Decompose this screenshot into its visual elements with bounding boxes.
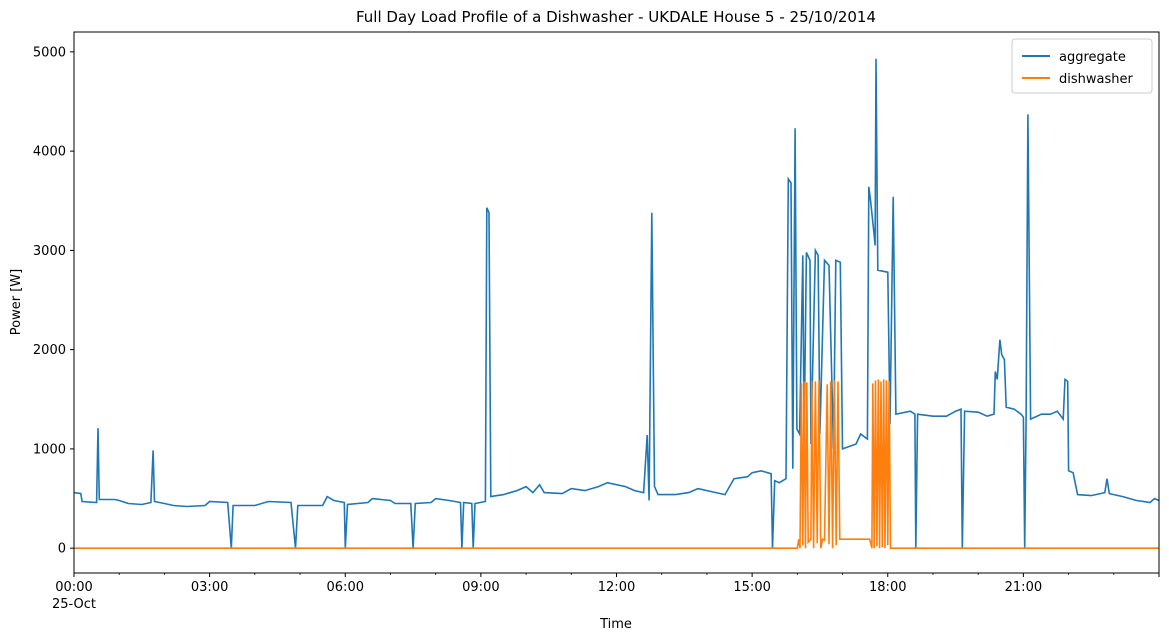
- x-tick-label: 21:00: [1005, 580, 1042, 595]
- y-axis: 0 1000 2000 3000 4000 5000: [33, 45, 74, 557]
- x-axis-label: Time: [599, 617, 632, 632]
- y-tick-label: 2000: [33, 343, 66, 358]
- series-layer: [74, 58, 1159, 549]
- y-tick-label: 4000: [33, 145, 66, 160]
- legend-label-aggregate: aggregate: [1059, 50, 1126, 65]
- y-tick-label: 1000: [33, 442, 66, 457]
- x-tick-label: 12:00: [598, 580, 635, 595]
- x-tick-label: 15:00: [733, 580, 770, 595]
- chart-title: Full Day Load Profile of a Dishwasher - …: [356, 8, 876, 26]
- y-axis-label: Power [W]: [9, 269, 24, 335]
- legend-box: [1011, 38, 1153, 94]
- x-tick-label: 09:00: [462, 580, 499, 595]
- x-tick-label: 00:00: [55, 580, 92, 595]
- y-tick-label: 0: [58, 542, 66, 557]
- legend: aggregate dishwasher: [1011, 38, 1153, 94]
- x-tick-label: 18:00: [869, 580, 906, 595]
- x-axis: 00:00 25-Oct 03:00 06:00 09:00 12:00 15:00 18:0…: [52, 573, 1160, 612]
- x-tick-sublabel: 25-Oct: [52, 597, 96, 612]
- legend-label-dishwasher: dishwasher: [1059, 72, 1133, 87]
- y-tick-label: 3000: [33, 244, 66, 259]
- x-tick-label: 06:00: [327, 580, 364, 595]
- x-tick-label: 03:00: [191, 580, 228, 595]
- plot-frame: [73, 31, 1160, 574]
- series-line-aggregate: [74, 58, 1159, 549]
- series-line-dishwasher: [74, 379, 1159, 549]
- y-tick-label: 5000: [33, 45, 66, 60]
